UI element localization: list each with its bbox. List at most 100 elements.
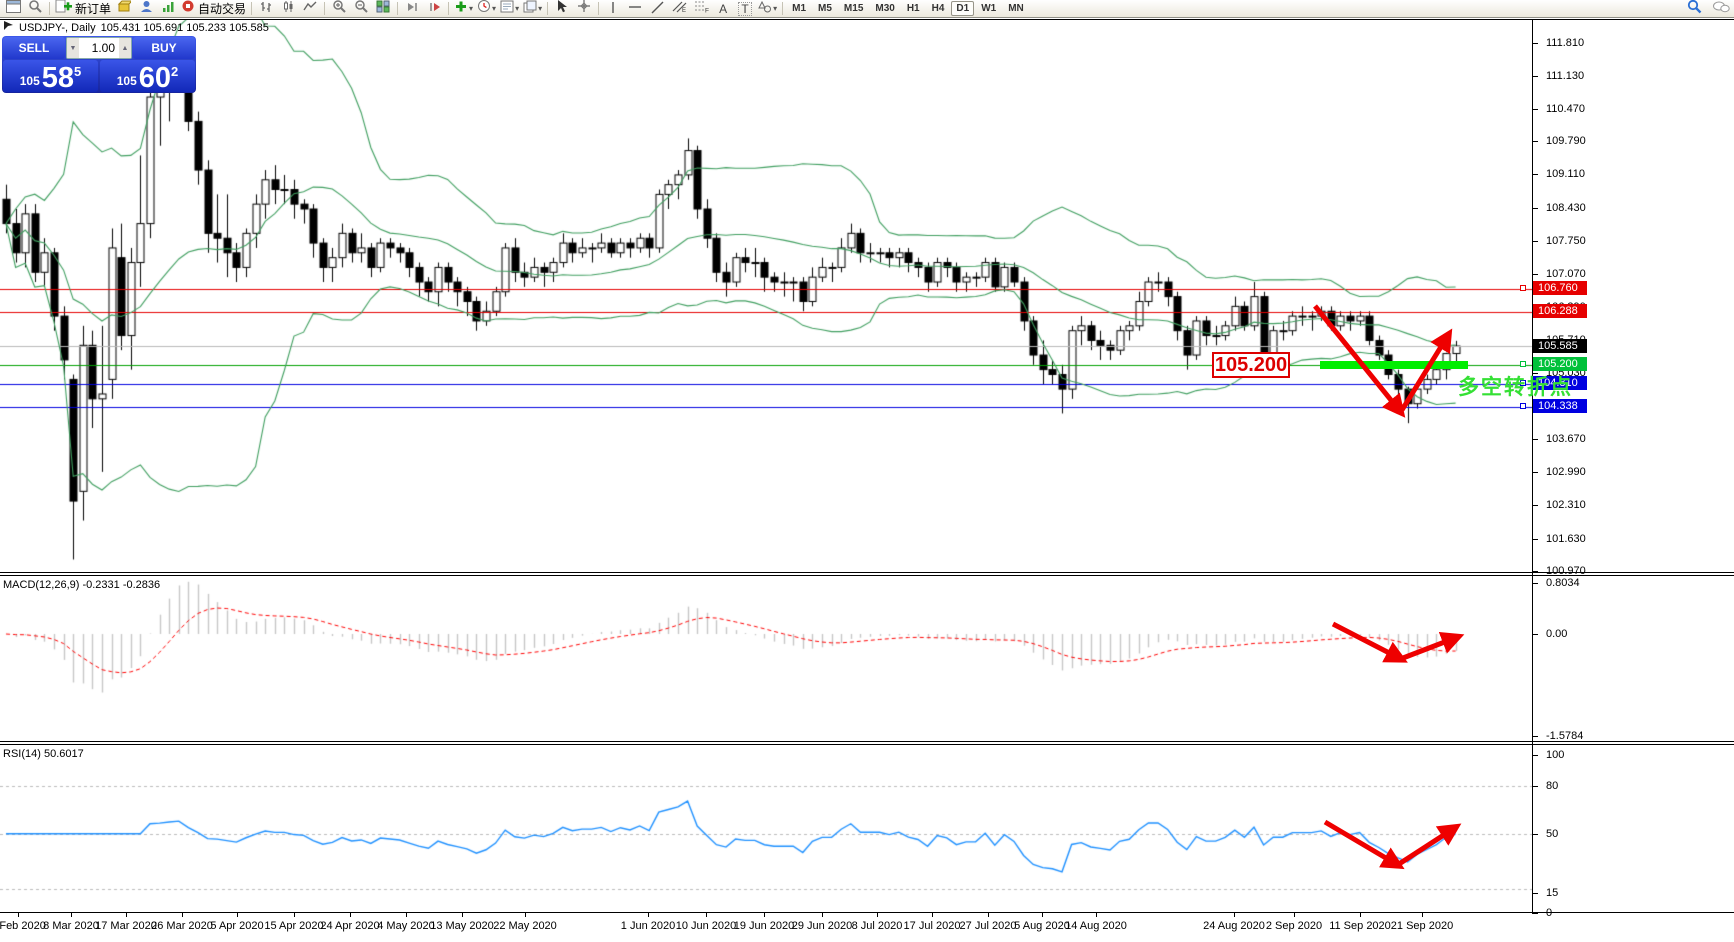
trendline-button[interactable] xyxy=(646,1,668,17)
price-tick-label: 103.670 xyxy=(1546,433,1586,445)
macd-tick xyxy=(1532,583,1538,584)
horizontal-line-button[interactable] xyxy=(624,1,646,17)
chevron-down-icon: ▾ xyxy=(469,4,474,13)
date-label: 21 Sep 2020 xyxy=(1390,920,1454,932)
price-level-label-box: 105.200 xyxy=(1212,352,1290,378)
date-label: 29 Jun 2020 xyxy=(791,920,853,932)
rsi-tick xyxy=(1532,893,1538,894)
line-anchor-handle[interactable] xyxy=(1520,403,1526,409)
date-tick xyxy=(1294,913,1295,917)
date-label: 8 Jul 2020 xyxy=(851,920,903,932)
vertical-line-button[interactable] xyxy=(602,1,624,17)
volume-value[interactable]: 1.00 xyxy=(91,41,115,55)
rsi-tick-label: 80 xyxy=(1546,780,1559,792)
date-label: 11 Sep 2020 xyxy=(1329,920,1391,932)
price-tick-label: 101.630 xyxy=(1546,533,1586,545)
rsi-tick xyxy=(1532,834,1538,835)
timeframe-h1[interactable]: H1 xyxy=(906,3,920,14)
timeframe-m30[interactable]: M30 xyxy=(875,3,895,14)
timeframe-h4[interactable]: H4 xyxy=(931,3,945,14)
candlestick-chart-button[interactable] xyxy=(277,0,299,17)
svg-text:F: F xyxy=(705,7,709,13)
symbol-period-label: USDJPY-, Daily xyxy=(19,21,96,34)
date-label: 22 May 2020 xyxy=(493,920,557,932)
buy-price-button[interactable]: 105 60 2 xyxy=(100,60,195,93)
zoom-out-button[interactable] xyxy=(350,0,372,17)
date-label: 26 Mar 2020 xyxy=(151,920,213,932)
buy-button[interactable]: BUY xyxy=(133,37,195,59)
indicators-button[interactable]: ▾ xyxy=(452,1,475,17)
volume-decrease-button[interactable]: ▼ xyxy=(67,38,79,58)
timeframe-m15[interactable]: M15 xyxy=(843,3,864,14)
search-button[interactable] xyxy=(24,0,46,17)
line-anchor-handle[interactable] xyxy=(1520,361,1526,367)
macd-canvas[interactable] xyxy=(0,575,1532,741)
chart-window-button[interactable] xyxy=(2,0,24,17)
date-tick xyxy=(350,913,351,917)
date-tick xyxy=(1042,913,1043,917)
chart-shift-button[interactable] xyxy=(423,1,445,17)
date-tick xyxy=(988,913,989,917)
tile-windows-button[interactable] xyxy=(372,0,394,18)
divider xyxy=(397,2,399,15)
price-tick-label: 102.990 xyxy=(1546,466,1586,478)
profiles-button[interactable]: ▾ xyxy=(521,0,544,17)
price-tick-label: 107.750 xyxy=(1546,235,1586,247)
macd-separator-top[interactable] xyxy=(0,572,1734,573)
chevron-down-icon: ▾ xyxy=(492,4,497,13)
date-tick xyxy=(525,913,526,917)
rsi-canvas[interactable] xyxy=(0,745,1532,912)
equidistant-channel-button[interactable]: E xyxy=(668,1,690,17)
zoom-in-button[interactable] xyxy=(328,0,350,17)
new-order-button[interactable]: 新订单 xyxy=(53,0,113,17)
signal-button[interactable] xyxy=(157,1,179,17)
new-order-label: 新订单 xyxy=(75,2,112,16)
date-tick xyxy=(237,913,238,917)
line-chart-button[interactable] xyxy=(299,1,321,17)
auto-trading-button[interactable]: 自动交易 xyxy=(179,0,248,17)
text-button[interactable]: A xyxy=(712,1,734,17)
auto-trading-label: 自动交易 xyxy=(198,2,247,16)
signal-icon xyxy=(162,0,175,18)
rsi-separator-top[interactable] xyxy=(0,741,1734,742)
text-icon: A xyxy=(719,1,728,16)
indicators-icon xyxy=(454,0,468,18)
profile-button[interactable] xyxy=(135,0,157,17)
styler-button[interactable] xyxy=(113,0,135,17)
sell-button[interactable]: SELL xyxy=(3,37,65,59)
chart-shift-icon xyxy=(428,0,441,18)
crosshair-button[interactable] xyxy=(573,0,595,17)
periods-button[interactable]: ▾ xyxy=(475,0,498,17)
timeframe-mn[interactable]: MN xyxy=(1008,3,1024,14)
volume-stepper[interactable]: ▼ 1.00 ▲ xyxy=(66,37,132,59)
tile-windows-icon xyxy=(376,0,390,18)
buy-price-point: 2 xyxy=(171,64,179,79)
timeframe-m5[interactable]: M5 xyxy=(818,3,832,14)
volume-increase-button[interactable]: ▲ xyxy=(119,38,131,58)
timeframe-m1[interactable]: M1 xyxy=(792,3,807,14)
fibonacci-button[interactable]: F xyxy=(690,1,712,17)
price-chart-canvas[interactable] xyxy=(0,19,1532,572)
chat-button[interactable] xyxy=(1712,0,1730,19)
text-label-button[interactable]: T xyxy=(734,1,756,17)
sell-price-button[interactable]: 105 58 5 xyxy=(3,60,98,93)
search-blue-button[interactable] xyxy=(1687,0,1702,19)
timeframe-w1[interactable]: W1 xyxy=(981,3,997,14)
macd-tick-label: 0.8034 xyxy=(1546,577,1580,589)
shapes-button[interactable]: ▾ xyxy=(756,0,779,17)
timeframe-d1[interactable]: D1 xyxy=(951,1,975,16)
line-anchor-handle[interactable] xyxy=(1520,285,1526,291)
date-label: 24 Apr 2020 xyxy=(320,920,380,932)
cursor-button[interactable] xyxy=(551,0,573,17)
toolbar-right xyxy=(1687,0,1730,18)
templates-button[interactable]: ▾ xyxy=(498,0,521,17)
line-anchor-handle[interactable] xyxy=(1520,380,1526,386)
date-tick xyxy=(462,913,463,917)
date-label: 24 Aug 2020 xyxy=(1203,920,1265,932)
scroll-to-end-button[interactable] xyxy=(401,1,423,17)
bar-chart-button[interactable] xyxy=(255,1,277,17)
date-tick xyxy=(648,913,649,917)
price-tag: 105.585 xyxy=(1533,339,1587,353)
divider xyxy=(598,2,600,15)
